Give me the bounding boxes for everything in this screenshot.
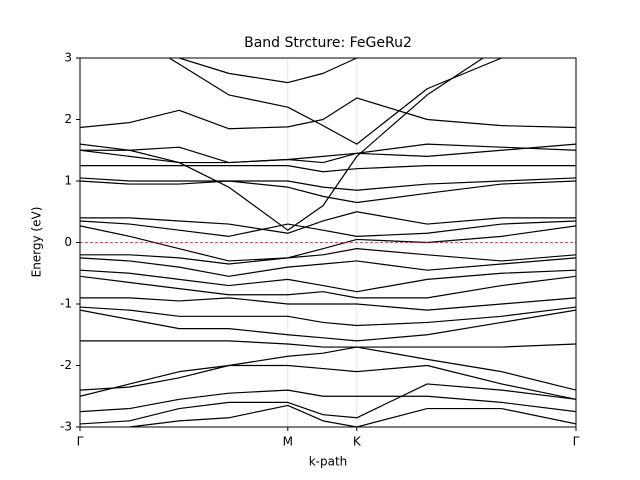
band-line: [178, 58, 360, 84]
x-axis-label: k-path: [309, 455, 348, 469]
band-line: [80, 346, 576, 391]
y-tick-label: 2: [64, 112, 72, 126]
band-line: [80, 97, 576, 130]
band-line: [127, 404, 576, 427]
band-line: [80, 58, 485, 231]
band-line: [80, 269, 576, 293]
band-line: [80, 220, 576, 237]
y-tick-label: 0: [64, 235, 72, 249]
band-line: [80, 297, 576, 311]
band-line: [80, 389, 576, 413]
band-line: [168, 58, 504, 145]
band-line: [80, 306, 576, 327]
band-line: [80, 340, 576, 348]
band-line: [80, 309, 576, 342]
band-line: [80, 143, 576, 164]
y-axis-label: Energy (eV): [30, 207, 44, 278]
band-line: [80, 257, 576, 277]
band-line: [80, 180, 576, 204]
x-tick-label: K: [353, 435, 362, 449]
x-tick-label: Γ: [573, 435, 580, 449]
band-line: [80, 177, 576, 191]
band-line: [80, 225, 576, 262]
band-line: [80, 165, 576, 173]
band-line: [80, 364, 576, 400]
band-line: [80, 383, 576, 425]
band-line: [80, 143, 576, 164]
band-line: [80, 275, 576, 299]
x-tick-label: Γ: [77, 435, 84, 449]
plot-area: [80, 58, 576, 427]
y-tick-label: -3: [60, 420, 72, 434]
band-line: [80, 248, 576, 265]
x-tick-label: M: [283, 435, 293, 449]
y-tick-label: -2: [60, 358, 72, 372]
chart-title: Band Strcture: FeGeRu2: [244, 35, 412, 51]
y-tick-label: 3: [64, 51, 72, 65]
y-tick-label: -1: [60, 297, 72, 311]
y-tick-label: 1: [64, 174, 72, 188]
